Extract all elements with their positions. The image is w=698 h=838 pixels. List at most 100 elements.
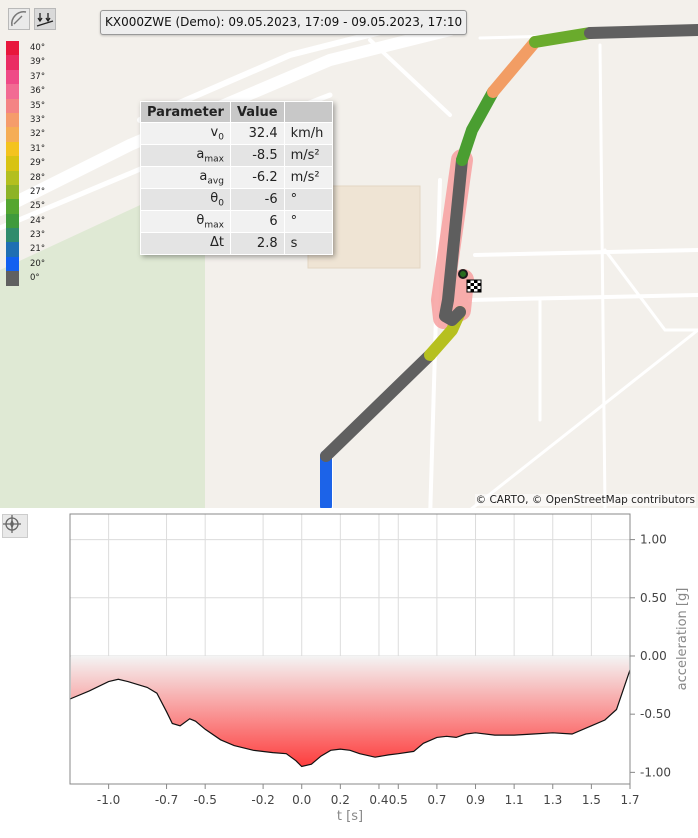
legend-swatch xyxy=(6,55,19,70)
legend-item: 24° xyxy=(6,213,45,229)
legend-label: 35° xyxy=(30,100,46,111)
legend-swatch xyxy=(6,170,19,185)
legend-item: 20° xyxy=(6,256,45,272)
parameter-cell: θ0 xyxy=(140,188,231,211)
legend-item: 36° xyxy=(6,84,45,99)
legend-swatch xyxy=(6,242,19,257)
legend-label: 25° xyxy=(30,201,46,212)
legend-item: 33° xyxy=(6,112,46,128)
legend-label: 28° xyxy=(30,172,46,183)
map-view[interactable]: KX000ZWE (Demo): 09.05.2023, 17:09 - 09.… xyxy=(0,0,698,508)
legend-swatch xyxy=(6,112,19,128)
table-row: Δt 2.8 s xyxy=(140,232,333,255)
x-axis-label: t [s] xyxy=(337,809,363,824)
legend-item: 23° xyxy=(6,228,45,243)
legend-label: 0° xyxy=(30,273,40,284)
parameter-cell: Δt xyxy=(140,232,231,255)
x-tick-label: 0.0 xyxy=(292,793,311,807)
y-tick-label: 0.50 xyxy=(640,591,667,605)
map-basemap xyxy=(0,19,698,508)
unit-cell: s xyxy=(283,232,333,255)
y-tick-label: -1.00 xyxy=(640,765,671,779)
crosshair-icon xyxy=(3,515,21,533)
unit-cell: ° xyxy=(283,188,333,211)
parameter-table: Parameter Value v0 32.4 km/h amax -8.5 m/s² aa… xyxy=(140,101,333,255)
legend-item: 31° xyxy=(6,141,45,157)
map-attribution: © CARTO, © OpenStreetMap contributors xyxy=(474,494,696,506)
x-tick-label: 1.7 xyxy=(620,793,639,807)
x-tick-label: 1.3 xyxy=(543,793,562,807)
acceleration-chart[interactable]: -1.0 -0.7 -0.5 -0.2 0.0 0.2 0.4 0.5 0.7 0.9 1.1 1.3… xyxy=(0,508,698,838)
legend-item: 29° xyxy=(6,156,46,171)
map-title: KX000ZWE (Demo): 09.05.2023, 17:09 - 09.… xyxy=(100,10,468,35)
legend-item: 28° xyxy=(6,170,46,185)
legend-label: 40° xyxy=(30,43,46,53)
parameter-cell: v0 xyxy=(140,122,231,145)
legend-item: 0° xyxy=(6,271,45,286)
legend-item: 27° xyxy=(6,184,46,200)
value-cell: 6 xyxy=(229,210,285,233)
y-tick-label: 0.00 xyxy=(640,649,667,663)
acceleration-vector-tool-button[interactable] xyxy=(34,8,56,30)
parameter-cell: aavg xyxy=(140,166,231,189)
parameter-subscript: avg xyxy=(207,176,224,187)
unit-cell: m/s² xyxy=(283,166,333,189)
value-cell: -6 xyxy=(229,188,285,211)
legend-label: 27° xyxy=(30,186,46,197)
legend-swatch xyxy=(6,213,19,229)
parameter-symbol: θ xyxy=(210,190,219,206)
legend-swatch xyxy=(6,84,19,99)
y-tick-label: 1.00 xyxy=(640,533,667,547)
angle-color-legend: 40° 39° 37° 36° 35° 33° 32° 31° 29° 28° 27° 25° 24° 2… xyxy=(6,41,45,286)
unit-cell: m/s² xyxy=(283,144,333,167)
legend-swatch xyxy=(6,69,19,85)
legend-swatch xyxy=(6,184,19,200)
y-axis-label: acceleration [g] xyxy=(675,588,690,691)
value-cell: -8.5 xyxy=(229,144,285,167)
acceleration-vector-tool-icon xyxy=(36,13,54,27)
legend-swatch xyxy=(6,141,19,157)
legend-swatch xyxy=(6,127,19,142)
y-tick-label: -0.50 xyxy=(640,707,671,721)
reset-zoom-button[interactable] xyxy=(2,514,28,538)
x-tick-label: 0.7 xyxy=(427,793,446,807)
legend-item: 39° xyxy=(6,55,46,70)
legend-label: 39° xyxy=(30,57,46,68)
speedometer-tool-icon xyxy=(11,11,27,27)
attribution-suffix: contributors xyxy=(627,494,695,506)
legend-swatch xyxy=(6,156,19,171)
parameter-cell: θmax xyxy=(140,210,231,233)
legend-label: 33° xyxy=(30,114,46,125)
table-row: amax -8.5 m/s² xyxy=(140,144,333,167)
speedometer-tool-button[interactable] xyxy=(8,8,30,30)
value-cell: 2.8 xyxy=(229,232,285,255)
unit-cell: km/h xyxy=(283,122,333,145)
legend-label: 29° xyxy=(30,158,46,169)
parameter-cell: amax xyxy=(140,144,231,167)
unit-cell: ° xyxy=(283,210,333,233)
osm-link[interactable]: OpenStreetMap xyxy=(545,494,628,506)
legend-item: 25° xyxy=(6,199,46,214)
x-tick-label: 0.5 xyxy=(389,793,408,807)
legend-label: 21° xyxy=(30,244,46,255)
x-tick-label: 0.9 xyxy=(466,793,485,807)
legend-swatch xyxy=(6,41,19,56)
legend-swatch xyxy=(6,98,19,113)
table-row: v0 32.4 km/h xyxy=(140,122,333,145)
parameter-symbol: a xyxy=(196,146,205,162)
header-value: Value xyxy=(229,101,285,123)
header-parameter: Parameter xyxy=(140,101,231,123)
legend-item: 35° xyxy=(6,98,46,113)
parameter-symbol: v xyxy=(210,124,219,140)
legend-swatch xyxy=(6,228,19,243)
parameter-subscript: max xyxy=(204,154,224,165)
legend-item: 40° xyxy=(6,41,46,56)
below-curve-mask xyxy=(70,669,630,784)
x-tick-label: 1.5 xyxy=(582,793,601,807)
legend-item: 32° xyxy=(6,127,45,142)
value-cell: 32.4 xyxy=(229,122,285,145)
attribution-prefix: © CARTO, © xyxy=(475,494,546,506)
legend-item: 21° xyxy=(6,242,46,257)
x-tick-label: 1.1 xyxy=(505,793,524,807)
legend-swatch xyxy=(6,199,19,214)
